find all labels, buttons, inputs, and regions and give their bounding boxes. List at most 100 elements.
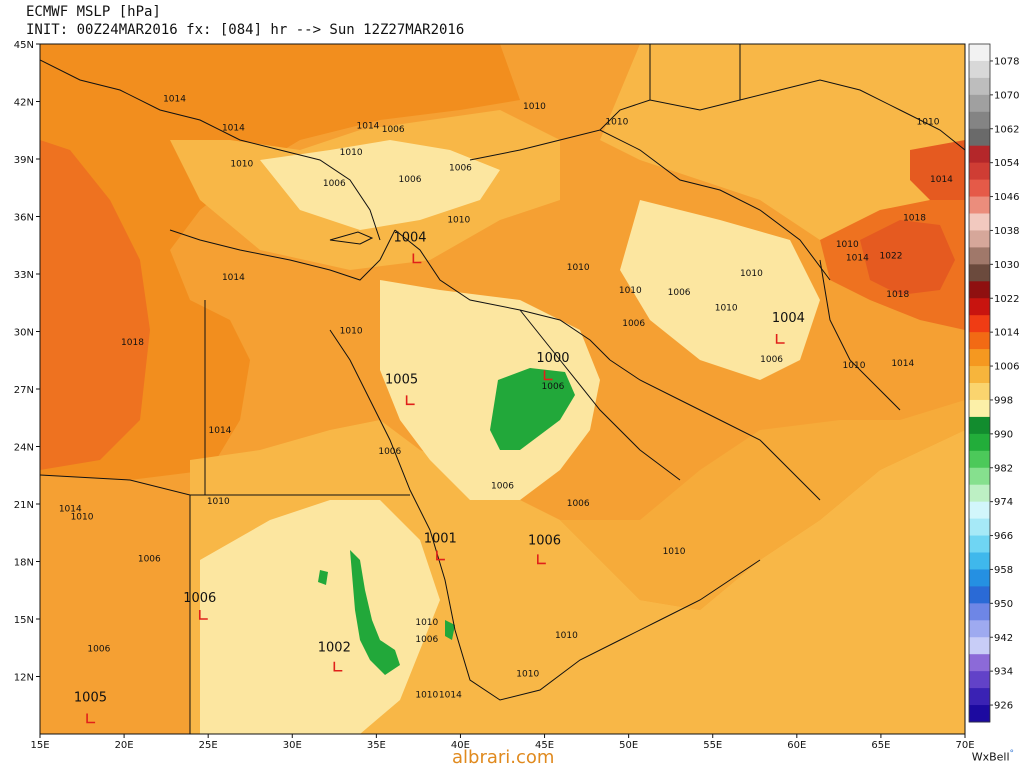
map-title: ECMWF MSLP [hPa] [26,4,161,20]
lat-label: 36N [14,213,34,224]
map-init-line: INIT: 00Z24MAR2016 fx: [084] hr --> Sun … [26,22,465,38]
colorbar-swatch [969,60,990,79]
colorbar: 1078 1070 1062 1054 1046 1038 1030 1022 1014 1006… [968,43,1019,723]
colorbar-swatch [969,264,990,282]
isobar-label: 1006 [415,635,438,645]
colorbar-swatch [969,705,990,723]
lon-label: 40E [451,740,470,751]
colorbar-swatch [969,535,990,553]
isobar-label: 1010 [663,547,686,557]
latitude-axis: 45N 42N 39N 36N 33N 30N 27N 24N 21N 18N 15N 12N [14,40,40,684]
pressure-fields [40,44,965,734]
lat-label: 27N [14,385,34,396]
colorbar-label: 950 [994,599,1013,610]
isobar-label: 1006 [323,179,346,189]
colorbar-swatch [969,111,990,130]
isobar-label: 1006 [668,288,691,298]
low-center-value: 1005 [385,372,418,387]
isobar-label: 1006 [542,382,565,392]
colorbar-label: 1022 [994,294,1019,305]
isobar-label: 1010 [917,118,940,128]
low-marker [436,550,445,561]
low-marker [543,370,553,381]
isobar-label: 1014 [891,359,914,369]
colorbar-swatch [969,281,990,299]
colorbar-swatch [969,688,990,706]
low-marker [537,554,546,565]
lon-label: 15E [30,740,49,751]
low-center-value: 1005 [74,690,107,705]
isobar-label: 1014 [222,273,245,283]
longitude-axis: 15E 20E 25E 30E 35E 40E 45E 50E 55E 60E 65E 70E [30,734,975,751]
isobar-label: 1018 [886,290,909,300]
colorbar-swatch [969,196,990,214]
isobar-label: 1010 [567,263,590,273]
low-center-value: 1000 [536,351,569,366]
lat-label: 24N [14,443,34,454]
lat-label: 33N [14,270,34,281]
isobar-label: 1010 [415,618,438,628]
isobar-label: 1010 [740,269,763,279]
colorbar-swatch [969,315,990,333]
isobar-label: 1014 [930,175,953,185]
colorbar-swatch [969,399,990,418]
isobar-label: 1006 [449,164,472,174]
isobar-label: 1010 [447,215,470,225]
colorbar-swatch [969,162,990,181]
lat-label: 30N [14,328,34,339]
isobar-label: 1014 [59,505,82,515]
low-center-value: 1001 [424,531,457,546]
colorbar-label: 990 [994,429,1013,440]
low-center-value: 1006 [528,533,561,548]
colorbar-swatch [969,620,990,638]
colorbar-swatch [969,349,990,367]
colorbar-label: 982 [994,463,1013,474]
lon-label: 55E [703,740,722,751]
low-center-value: 1006 [183,591,216,606]
isobar-label: 1010 [340,148,363,158]
colorbar-swatch [969,247,990,265]
colorbar-label: 942 [994,633,1013,644]
isobar-label: 1010 [555,631,578,641]
low-marker [86,713,96,724]
colorbar-swatch [969,145,990,164]
low-marker [405,395,415,406]
isobar-label: 1018 [903,213,926,223]
isobar-label: 1006 [138,555,161,565]
colorbar-swatch [969,501,990,520]
low-center-value: 1002 [318,641,351,656]
isobar-label: 1014 [439,691,462,701]
isobar-label: 1014 [846,254,869,264]
isobar-label: 1018 [121,338,144,348]
colorbar-swatch [969,552,990,570]
watermark: albrari.com [452,747,555,768]
colorbar-label: 958 [994,565,1013,576]
colorbar-label: 1078 [994,56,1019,67]
isobar-label: 1010 [836,240,859,250]
isobar-label: 1006 [567,499,590,509]
colorbar-label: 1062 [994,124,1019,135]
colorbar-swatch [969,332,990,350]
colorbar-label: 974 [994,497,1013,508]
colorbar-swatch [969,383,990,401]
isobar-label: 1010 [516,670,539,680]
lon-label: 35E [367,740,386,751]
wxbell-brand: WxBell° [972,749,1014,764]
isobar-label: 1006 [378,447,401,457]
brand-mark: ° [1009,749,1015,760]
colorbar-swatch [969,44,990,62]
colorbar-swatch [969,298,990,316]
lat-label: 18N [14,558,34,569]
isobar-label: 1006 [399,175,422,185]
lon-label: 20E [115,740,134,751]
lon-label: 60E [787,740,806,751]
colorbar-swatch [969,230,990,248]
isobar-label: 1022 [880,252,903,262]
colorbar-label: 1054 [994,158,1019,169]
lon-label: 70E [955,740,974,751]
lat-label: 39N [14,155,34,166]
colorbar-swatch [969,77,990,96]
isobar-label: 1006 [760,355,783,365]
colorbar-swatch [969,518,990,537]
